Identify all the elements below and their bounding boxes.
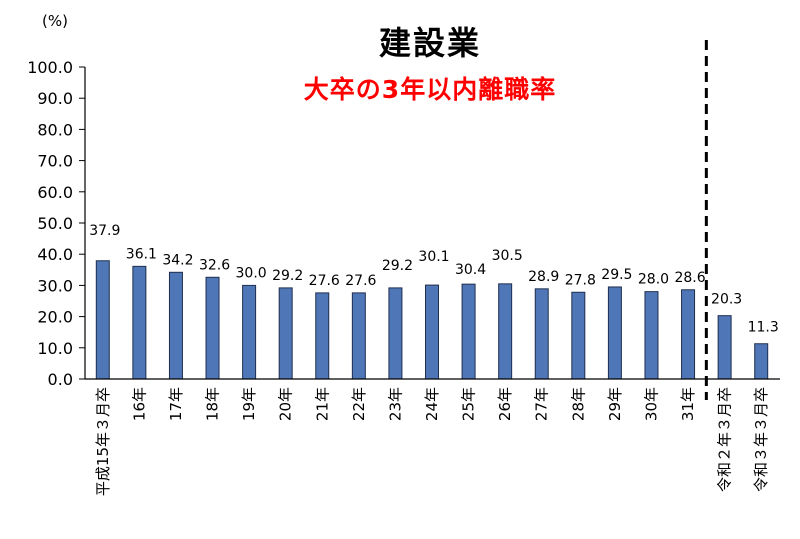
x-tick-label: 20年 — [277, 387, 295, 421]
x-tick-label: 16年 — [130, 387, 148, 421]
y-tick-label: 40.0 — [37, 245, 73, 264]
x-tick-label: 18年 — [204, 387, 222, 421]
bar — [168, 271, 183, 380]
bar — [242, 284, 257, 380]
y-tick-label: 0.0 — [48, 370, 73, 389]
data-label: 29.2 — [272, 268, 303, 284]
data-label: 32.6 — [199, 257, 230, 273]
data-label: 29.5 — [601, 267, 632, 283]
bar — [278, 287, 293, 380]
bar — [717, 315, 732, 380]
bar — [534, 288, 549, 380]
data-label: 29.2 — [382, 258, 413, 274]
x-tick-label: 平成15年３月卒 — [94, 387, 112, 496]
bar — [644, 291, 659, 380]
y-tick-label: 60.0 — [37, 183, 73, 202]
x-tick-label: 31年 — [679, 387, 697, 421]
data-label: 27.6 — [309, 273, 340, 289]
data-label: 36.1 — [126, 246, 157, 262]
bar — [315, 292, 330, 380]
y-tick-label: 100.0 — [27, 58, 73, 77]
data-label: 20.3 — [711, 292, 742, 308]
y-tick-label: 10.0 — [37, 339, 73, 358]
x-tick-label: 28年 — [569, 387, 587, 421]
data-label: 27.6 — [345, 273, 376, 289]
y-tick-label: 90.0 — [37, 89, 73, 108]
x-tick-label: 27年 — [533, 387, 551, 421]
bar — [388, 287, 403, 380]
data-label: 30.5 — [492, 248, 523, 264]
data-label: 37.9 — [89, 223, 120, 239]
x-tick-label: 30年 — [642, 387, 660, 421]
x-tick-label: 22年 — [350, 387, 368, 421]
data-label: 30.1 — [418, 249, 449, 265]
x-tick-label: 19年 — [240, 387, 258, 421]
bar — [132, 265, 147, 380]
x-tick-label: 令和２年３月卒 — [716, 387, 734, 492]
bar — [95, 260, 110, 380]
data-label: 30.0 — [236, 265, 267, 281]
y-axis-ticks: 0.0 10.0 20.0 30.0 40.0 50.0 60.0 70.0 80.0 90.0 1… — [27, 58, 85, 389]
x-tick-label: 25年 — [460, 387, 478, 421]
bar — [754, 343, 769, 380]
data-label: 27.8 — [565, 272, 596, 288]
data-label: 30.4 — [455, 262, 486, 278]
bar — [498, 283, 513, 380]
y-tick-label: 50.0 — [37, 214, 73, 233]
bars — [95, 260, 769, 380]
bar — [681, 289, 696, 380]
data-label: 34.2 — [162, 252, 193, 268]
bar — [205, 276, 220, 380]
x-tick-label: 26年 — [496, 387, 514, 421]
data-label: 28.6 — [674, 270, 705, 286]
y-tick-label: 20.0 — [37, 308, 73, 327]
x-tick-label: 29年 — [606, 387, 624, 421]
y-axis-unit: (%) — [42, 12, 68, 30]
data-label: 11.3 — [748, 320, 779, 336]
bar — [607, 286, 622, 380]
y-tick-label: 30.0 — [37, 276, 73, 295]
data-label: 28.9 — [528, 269, 559, 285]
y-tick-label: 70.0 — [37, 152, 73, 171]
bar — [351, 292, 366, 380]
x-tick-label: 23年 — [386, 387, 404, 421]
x-axis-tick-labels: 平成15年３月卒 16年 17年 18年 19年 20年 21年 22年 23年 24年 25年 26… — [94, 387, 770, 496]
data-label: 28.0 — [638, 272, 669, 288]
chart-subtitle: 大卒の3年以内離職率 — [303, 75, 557, 104]
bar — [461, 283, 476, 380]
x-tick-label: 17年 — [167, 387, 185, 421]
y-tick-label: 80.0 — [37, 120, 73, 139]
x-tick-label: 24年 — [423, 387, 441, 421]
data-labels: 37.9 36.1 34.2 32.6 30.0 29.2 27.6 27.6 29.2 30.1… — [89, 223, 779, 336]
bar — [425, 284, 439, 380]
bar — [571, 291, 586, 380]
x-tick-label: 令和３年３月卒 — [752, 387, 770, 492]
x-tick-label: 21年 — [313, 387, 331, 421]
chart-title: 建設業 — [378, 24, 481, 62]
